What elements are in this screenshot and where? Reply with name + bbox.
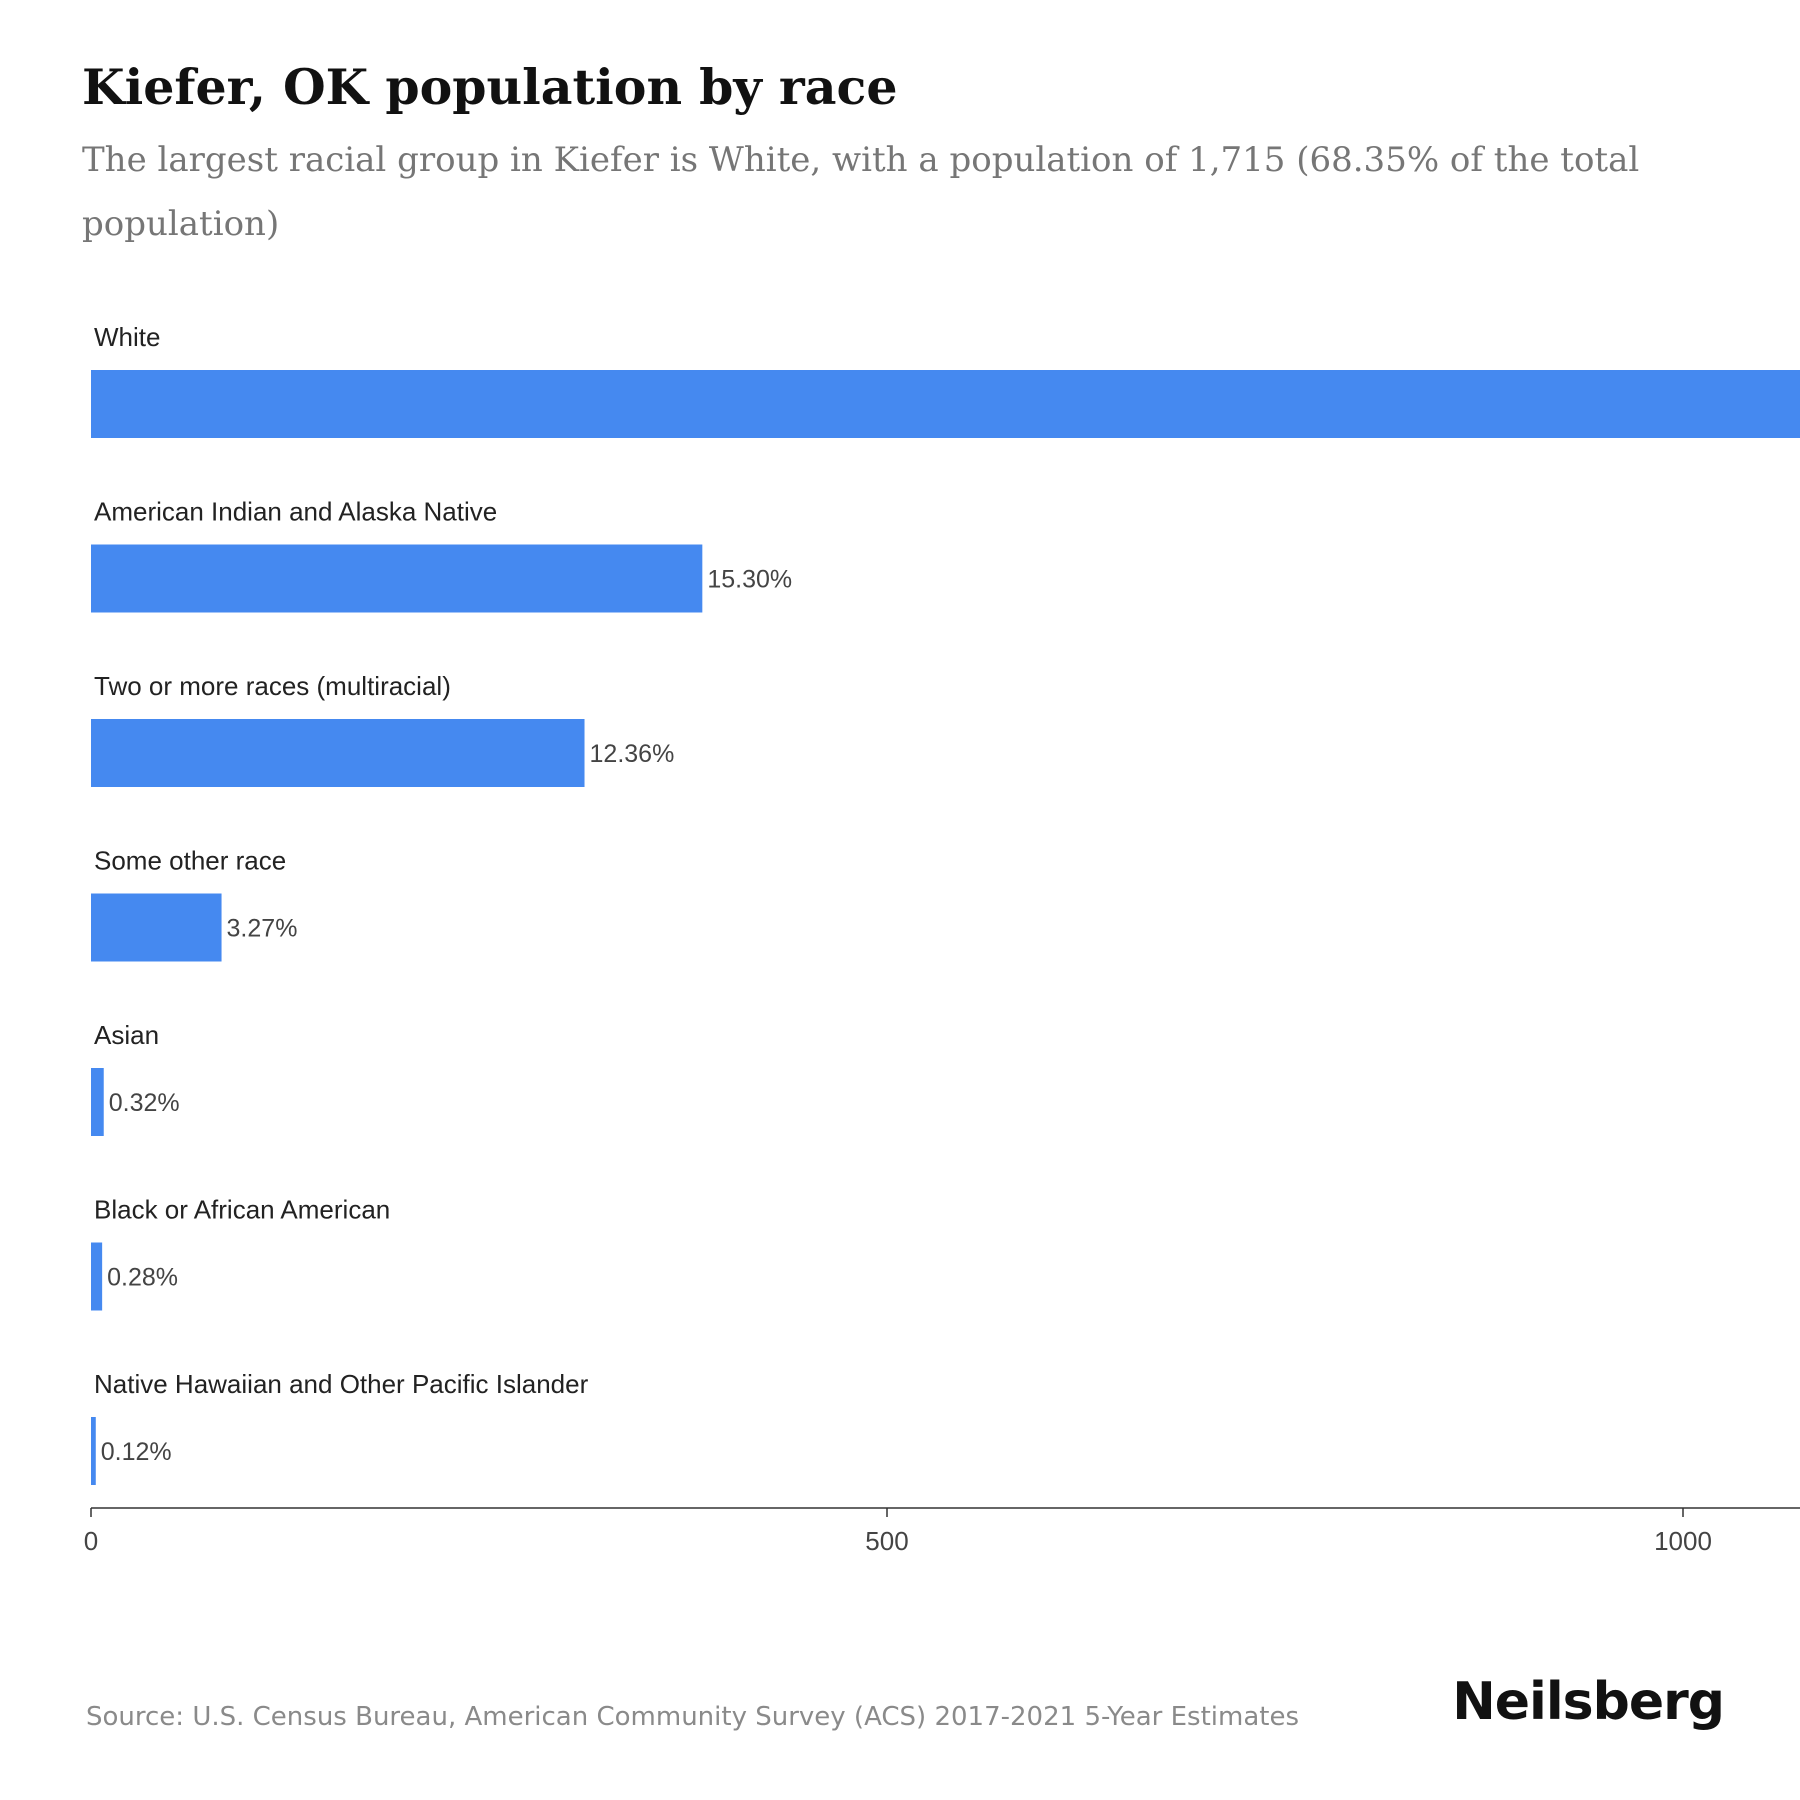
chart-title: Kiefer, OK population by race <box>82 58 898 116</box>
data-label: 0.28% <box>107 1264 178 1292</box>
bar <box>91 370 1800 438</box>
category-label: Asian <box>94 1020 159 1050</box>
category-label: White <box>94 322 160 352</box>
data-label: 0.12% <box>101 1438 172 1466</box>
category-label: Black or African American <box>94 1195 390 1225</box>
bar <box>91 893 222 962</box>
x-tick-label: 500 <box>865 1526 908 1556</box>
data-label: 12.36% <box>590 740 675 768</box>
data-label: 0.32% <box>109 1089 180 1117</box>
category-label: Native Hawaiian and Other Pacific Island… <box>94 1369 589 1399</box>
source-note: Source: U.S. Census Bureau, American Com… <box>86 1702 1299 1732</box>
data-label: 15.30% <box>707 566 792 594</box>
x-tick-label: 0 <box>84 1526 98 1556</box>
bar <box>91 1417 96 1485</box>
bar <box>91 544 703 613</box>
chart-subtitle: The largest racial group in Kiefer is Wh… <box>82 140 1640 244</box>
x-tick-label: 1000 <box>1654 1526 1712 1556</box>
bar <box>91 1068 104 1136</box>
bar <box>91 1242 103 1311</box>
data-label: 3.27% <box>227 915 298 943</box>
category-label: Some other race <box>94 846 286 876</box>
bar <box>91 719 585 787</box>
neilsberg-logo: Neilsberg <box>1452 1672 1725 1732</box>
category-label: American Indian and Alaska Native <box>94 497 497 527</box>
category-label: Two or more races (multiracial) <box>94 671 451 701</box>
